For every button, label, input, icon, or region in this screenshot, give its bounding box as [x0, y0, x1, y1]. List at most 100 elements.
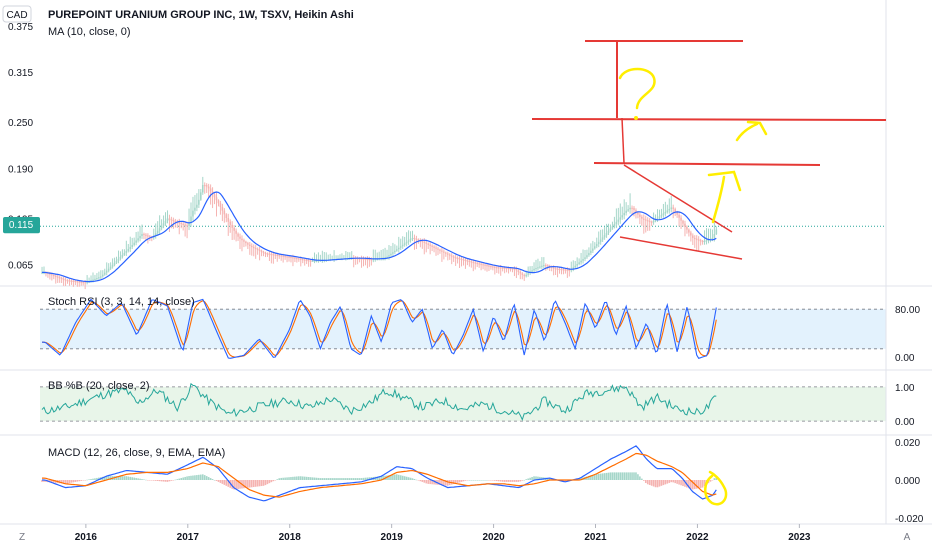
macd-histogram-bar	[203, 475, 206, 480]
candle-body	[705, 240, 708, 242]
candle-body	[474, 262, 477, 264]
macd-histogram-bar	[221, 480, 224, 484]
candle-body	[250, 245, 253, 248]
macd-histogram-bar	[380, 476, 382, 480]
candle-body	[121, 254, 124, 257]
macd-histogram-bar	[345, 478, 347, 480]
macd-histogram-bar	[680, 480, 682, 486]
candle-body	[113, 262, 116, 265]
macd-histogram-bar	[439, 480, 441, 485]
macd-histogram-bar	[364, 477, 367, 480]
candle-body	[558, 268, 561, 271]
macd-histogram-bar	[168, 480, 171, 482]
macd-pane[interactable]	[41, 445, 718, 502]
macd-histogram-bar	[223, 480, 226, 485]
candle-body	[262, 251, 265, 253]
macd-histogram-bar	[652, 480, 655, 487]
bb-percent-pane[interactable]	[40, 382, 886, 422]
candle-body	[235, 230, 237, 234]
candle-body	[200, 192, 202, 200]
candle-body	[441, 250, 443, 252]
macd-histogram-bar	[137, 478, 139, 480]
ma-indicator-label[interactable]: MA (10, close, 0)	[48, 26, 131, 38]
candle-body	[72, 280, 75, 282]
candle-body	[531, 270, 533, 272]
drawn-resistance-line-low[interactable]	[593, 162, 821, 166]
macd-histogram-bar	[190, 475, 192, 480]
drawn-connector-line[interactable]	[621, 117, 625, 164]
candle-body	[411, 237, 414, 240]
stoch-rsi-k-line[interactable]	[42, 298, 717, 359]
candle-body	[566, 269, 569, 271]
macd-signal-line[interactable]	[42, 452, 717, 498]
candle-body	[92, 279, 94, 281]
macd-label[interactable]: MACD (12, 26, close, 9, EMA, EMA)	[48, 447, 225, 459]
macd-histogram-bar	[337, 478, 339, 480]
macd-histogram-bar	[501, 480, 504, 482]
macd-histogram-bar	[468, 480, 471, 481]
candle-body	[98, 277, 100, 279]
macd-histogram-bar	[688, 480, 690, 489]
currency-box[interactable]	[2, 5, 32, 23]
candle-body	[186, 225, 188, 227]
arrow-up-icon[interactable]	[735, 120, 768, 142]
candle-body	[609, 228, 612, 231]
zoom-reset-icon[interactable]: Z	[19, 532, 25, 543]
candle-body	[499, 267, 502, 269]
candle-body	[184, 224, 186, 226]
arrow-up-icon[interactable]	[707, 170, 742, 224]
candle-body	[456, 257, 459, 259]
macd-histogram-bar	[595, 474, 598, 480]
question-mark-dot[interactable]	[634, 116, 638, 120]
candle-body	[268, 253, 271, 255]
stoch-rsi-label[interactable]: Stoch RSI (3, 3, 14, 14, close)	[48, 296, 195, 308]
drawn-resistance-line-mid[interactable]	[531, 118, 887, 121]
macd-histogram-bar	[490, 480, 492, 481]
candle-body	[476, 262, 478, 265]
question-mark-icon[interactable]	[618, 67, 656, 110]
macd-histogram-bar	[682, 480, 684, 487]
macd-histogram-bar	[697, 480, 700, 489]
candle-body	[648, 220, 651, 223]
candle-body	[478, 263, 480, 265]
macd-histogram-bar	[670, 480, 673, 483]
ma-line[interactable]	[42, 191, 717, 283]
macd-histogram-bar	[476, 480, 478, 481]
macd-histogram-bar	[503, 480, 506, 482]
macd-histogram-bar	[235, 480, 237, 490]
macd-histogram-bar	[147, 480, 149, 481]
drawn-wedge-lower[interactable]	[619, 236, 743, 260]
drawing-annotations[interactable]	[531, 40, 887, 506]
macd-histogram-bar	[305, 476, 308, 480]
candle-body	[358, 258, 361, 260]
stoch-rsi-pane[interactable]	[40, 298, 886, 359]
candle-body	[317, 260, 320, 262]
auto-scale-icon[interactable]: A	[904, 532, 911, 543]
candle-body	[52, 274, 55, 277]
currency-label[interactable]: CAD	[6, 10, 27, 21]
macd-histogram-bar	[313, 477, 316, 480]
circle-highlight-icon[interactable]	[704, 470, 728, 506]
macd-line[interactable]	[42, 445, 717, 502]
candle-body	[388, 255, 390, 257]
candle-body	[372, 259, 375, 261]
candle-body	[703, 240, 706, 243]
bb-percent-line[interactable]	[41, 382, 717, 421]
macd-histogram-bar	[523, 479, 526, 481]
price-pane[interactable]	[40, 176, 886, 290]
macd-histogram-bar	[141, 479, 143, 480]
time-axis-label: 2023	[788, 532, 811, 543]
candle-body	[629, 207, 631, 210]
macd-histogram-bar	[301, 476, 304, 480]
bb-percent-label[interactable]: BB %B (20, close, 2)	[48, 380, 150, 392]
time-axis-label: 2019	[381, 532, 404, 543]
macd-histogram-bar	[497, 480, 500, 482]
macd-histogram-bar	[201, 474, 204, 480]
candle-body	[445, 252, 447, 254]
candle-body	[282, 255, 284, 257]
stoch-rsi-d-line[interactable]	[42, 300, 717, 358]
candle-body	[107, 268, 110, 271]
candle-body	[633, 207, 635, 211]
macd-histogram-bar	[186, 476, 188, 480]
